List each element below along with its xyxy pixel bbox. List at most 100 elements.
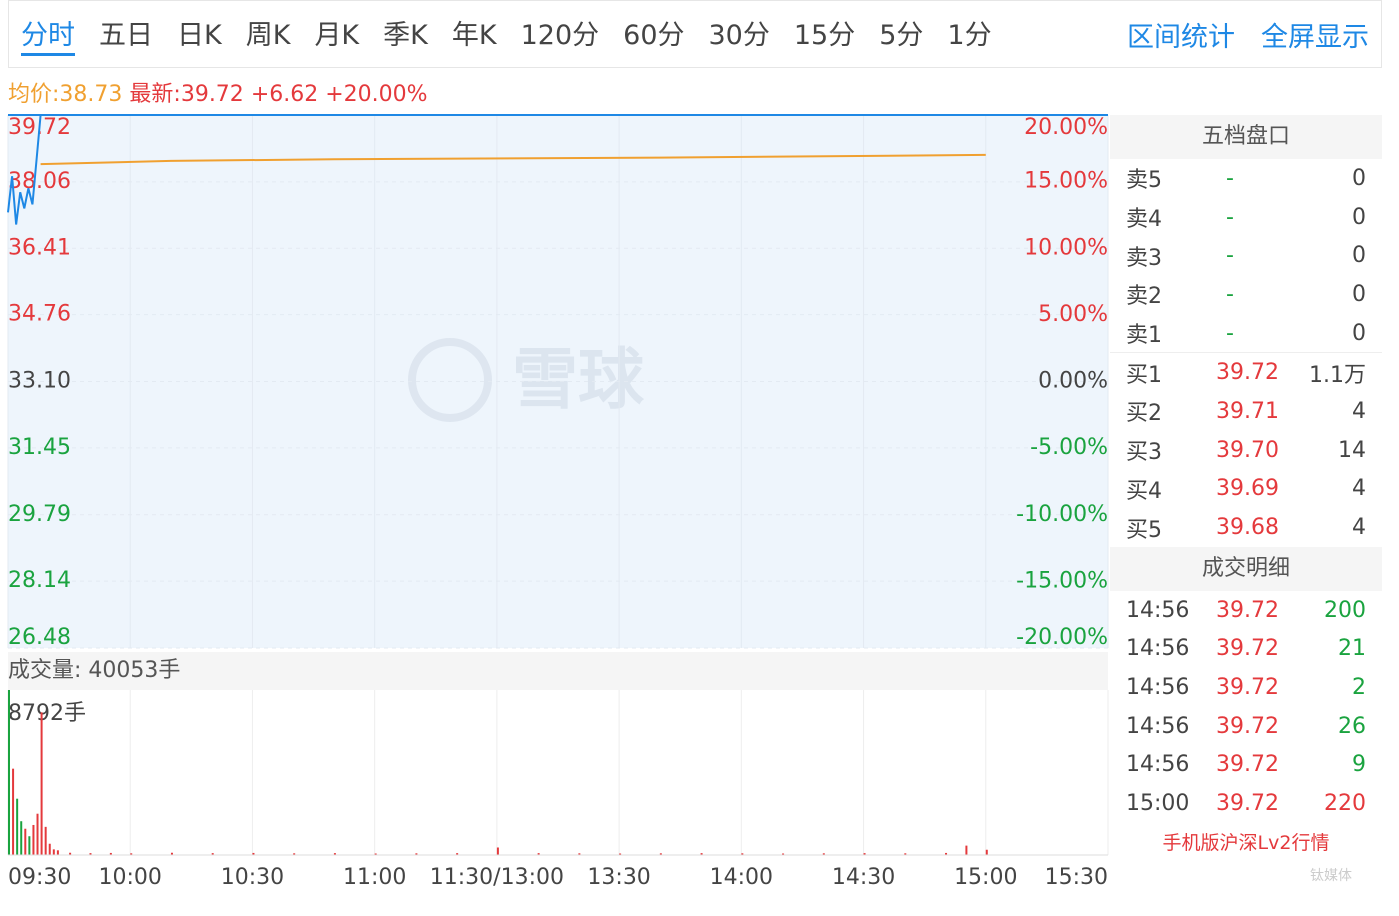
volume-bar <box>32 824 35 855</box>
order-label: 卖2 <box>1126 284 1162 310</box>
x-tick-label: 14:30 <box>832 865 895 890</box>
volume-bar <box>56 850 59 855</box>
trade-time: 14:56 <box>1126 752 1190 778</box>
order-volume: 0 <box>1352 204 1366 230</box>
trade-time: 14:56 <box>1126 713 1190 739</box>
volume-bar <box>619 853 622 855</box>
order-price: - <box>1226 320 1234 346</box>
y2-tick-label: -15.00% <box>1016 568 1108 593</box>
y-tick-label: 8792手 <box>8 701 86 726</box>
order-price: - <box>1226 204 1234 230</box>
trade-volume: 220 <box>1324 791 1366 817</box>
x-tick-label: 15:30 <box>1045 865 1108 890</box>
order-price: 39.70 <box>1216 437 1279 463</box>
volume-bar <box>863 853 866 855</box>
trade-price: 39.72 <box>1216 675 1279 701</box>
tab[interactable]: 5分 <box>879 19 924 51</box>
tool-button[interactable]: 全屏显示 <box>1261 21 1369 53</box>
y-tick-label: 26.48 <box>8 625 71 650</box>
y2-tick-label: 5.00% <box>1038 302 1108 327</box>
trade-row: 14:56 39.72 21 <box>1110 630 1382 669</box>
tab[interactable]: 15分 <box>793 19 856 51</box>
volume-bar <box>16 798 19 855</box>
tab[interactable]: 月K <box>314 19 360 51</box>
x-tick-label: 10:00 <box>99 865 162 890</box>
tab[interactable]: 分时 <box>21 13 75 56</box>
tab[interactable]: 五日 <box>99 19 153 51</box>
x-tick-label: 09:30 <box>8 865 71 890</box>
volume-bar <box>20 821 23 855</box>
volume-bar <box>578 853 581 855</box>
volume-bar <box>293 853 296 855</box>
volume-bar <box>333 853 336 855</box>
watermark-logo <box>408 338 492 422</box>
y2-tick-label: -10.00% <box>1016 502 1108 527</box>
volume-bar <box>415 853 418 855</box>
trade-row: 14:56 39.72 2 <box>1110 668 1382 707</box>
x-tick-label: 15:00 <box>954 865 1017 890</box>
tab[interactable]: 120分 <box>520 19 600 51</box>
volume-bar <box>782 853 785 855</box>
volume-bar <box>109 852 112 855</box>
order-label: 买3 <box>1126 440 1162 466</box>
y2-tick-label: 20.00% <box>1024 115 1108 140</box>
volume-bar <box>48 843 51 855</box>
lv2-link[interactable]: 手机版沪深Lv2行情 <box>1162 832 1330 854</box>
trade-volume: 21 <box>1338 636 1366 662</box>
price-line <box>40 153 986 166</box>
y2-tick-label: 15.00% <box>1024 169 1108 194</box>
trade-row: 14:56 39.72 9 <box>1110 746 1382 785</box>
volume-bar <box>945 852 948 855</box>
x-tick-label: 10:30 <box>221 865 284 890</box>
order-volume: 4 <box>1352 515 1366 541</box>
plot-bg <box>8 115 1108 648</box>
order-price: - <box>1226 243 1234 269</box>
volume-bar <box>456 853 459 855</box>
order-label: 卖1 <box>1126 323 1162 349</box>
order-row: 买3 39.70 14 <box>1110 431 1382 470</box>
trade-time: 14:56 <box>1126 675 1190 701</box>
volume-bar <box>496 847 499 855</box>
tab-bar: 分时 五日 日K 周K 月K 季K 年K 120分 60分 30分 15分 5分 1分 区间统计 全屏显示 <box>8 0 1382 68</box>
y-tick-label: 36.41 <box>8 235 71 260</box>
trade-volume: 26 <box>1338 713 1366 739</box>
tool-button[interactable]: 区间统计 <box>1127 21 1235 53</box>
watermark: 雪球 <box>408 338 645 422</box>
tab[interactable]: 60分 <box>623 19 685 51</box>
tab[interactable]: 季K <box>383 19 428 51</box>
volume-bar <box>44 826 47 855</box>
volume-bar <box>374 853 377 855</box>
trade-time: 15:00 <box>1126 791 1190 817</box>
order-label: 买4 <box>1126 478 1162 504</box>
volume-bar <box>40 712 43 855</box>
tab[interactable]: 1分 <box>947 19 992 51</box>
y-tick-label: 33.10 <box>8 369 71 394</box>
tab[interactable]: 周K <box>245 19 291 51</box>
order-volume: 0 <box>1352 320 1366 346</box>
tab[interactable]: 30分 <box>708 19 770 51</box>
y-tick-label: 28.14 <box>8 568 71 593</box>
trade-price: 39.72 <box>1216 752 1279 778</box>
y-tick-label: 31.45 <box>8 435 71 460</box>
watermark-text: 雪球 <box>512 341 645 418</box>
order-volume: 4 <box>1352 476 1366 502</box>
volume-bar <box>252 852 255 855</box>
order-label: 买5 <box>1126 517 1162 543</box>
volume-bar <box>700 853 703 855</box>
volume-bar <box>822 853 825 855</box>
trade-row: 14:56 39.72 26 <box>1110 707 1382 746</box>
summary: 均价:38.73 最新:39.72 +6.62 +20.00% <box>8 76 428 108</box>
x-tick-label: 11:00 <box>343 865 406 890</box>
order-label: 卖5 <box>1126 168 1162 194</box>
order-label: 卖4 <box>1126 207 1162 233</box>
tab[interactable]: 日K <box>177 19 222 51</box>
trade-volume: 2 <box>1352 675 1366 701</box>
tab[interactable]: 年K <box>451 19 497 51</box>
volume-bar <box>659 853 662 855</box>
order-volume: 14 <box>1338 437 1366 463</box>
order-price: 39.68 <box>1216 515 1279 541</box>
volume-bar <box>24 828 27 855</box>
y2-tick-label: -5.00% <box>1030 435 1108 460</box>
